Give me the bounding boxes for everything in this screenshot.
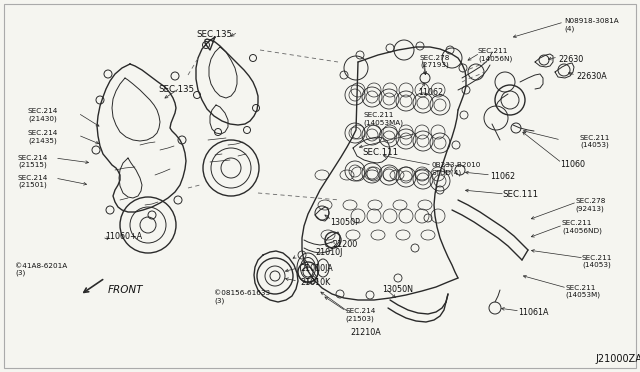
Text: SEC.278
(92413): SEC.278 (92413) <box>575 198 605 212</box>
Text: SEC.111: SEC.111 <box>362 148 398 157</box>
Text: 21010J: 21010J <box>315 248 342 257</box>
Text: J21000ZA: J21000ZA <box>595 354 640 364</box>
Text: 21010JA: 21010JA <box>300 264 333 273</box>
Text: SEC.211
(14053): SEC.211 (14053) <box>582 255 612 269</box>
Text: SEC.211
(14053MA): SEC.211 (14053MA) <box>363 112 403 125</box>
Text: SEC.111: SEC.111 <box>502 190 538 199</box>
Text: 22630: 22630 <box>558 55 583 64</box>
Text: 21010K: 21010K <box>300 278 330 287</box>
Text: 11060: 11060 <box>560 160 585 169</box>
Text: 11062: 11062 <box>490 172 515 181</box>
Text: 11061A: 11061A <box>518 308 548 317</box>
Text: SEC.214
(21501): SEC.214 (21501) <box>18 175 49 189</box>
Text: 13050N: 13050N <box>382 285 413 294</box>
Text: 22630A: 22630A <box>576 72 607 81</box>
Text: SEC.214
(21515): SEC.214 (21515) <box>18 155 49 169</box>
Text: SEC.214
(21435): SEC.214 (21435) <box>28 130 58 144</box>
Text: N08918-3081A
(4): N08918-3081A (4) <box>564 18 619 32</box>
Text: 0B233-B2010
STUD(4): 0B233-B2010 STUD(4) <box>432 162 481 176</box>
Text: 11062: 11062 <box>418 88 443 97</box>
Text: SEC.135: SEC.135 <box>158 85 194 94</box>
Text: 21200: 21200 <box>332 240 357 249</box>
Text: ©41A8-6201A
(3): ©41A8-6201A (3) <box>15 263 67 276</box>
Text: 13050P: 13050P <box>330 218 360 227</box>
Text: FRONT: FRONT <box>108 285 143 295</box>
Text: SEC.278
(27193): SEC.278 (27193) <box>420 55 451 68</box>
Text: SEC.211
(14053M): SEC.211 (14053M) <box>565 285 600 298</box>
Text: ©08156-61633
(3): ©08156-61633 (3) <box>214 290 270 304</box>
Text: SEC.135: SEC.135 <box>196 30 232 39</box>
Text: SEC.211
(14056ND): SEC.211 (14056ND) <box>562 220 602 234</box>
Text: SEC.211
(14053): SEC.211 (14053) <box>580 135 611 148</box>
Text: 11060+A: 11060+A <box>105 232 142 241</box>
Text: SEC.214
(21430): SEC.214 (21430) <box>28 108 58 122</box>
Text: 21210A: 21210A <box>350 328 381 337</box>
Text: SEC.211
(14056N): SEC.211 (14056N) <box>478 48 512 61</box>
Text: SEC.214
(21503): SEC.214 (21503) <box>345 308 376 321</box>
